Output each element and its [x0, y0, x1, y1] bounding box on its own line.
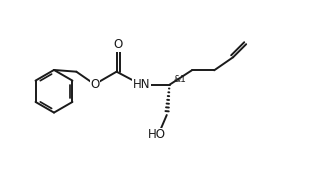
Text: O: O [91, 78, 100, 91]
Text: O: O [113, 38, 123, 51]
Text: HO: HO [148, 129, 166, 141]
Text: &1: &1 [173, 76, 186, 84]
Text: HN: HN [133, 78, 150, 91]
